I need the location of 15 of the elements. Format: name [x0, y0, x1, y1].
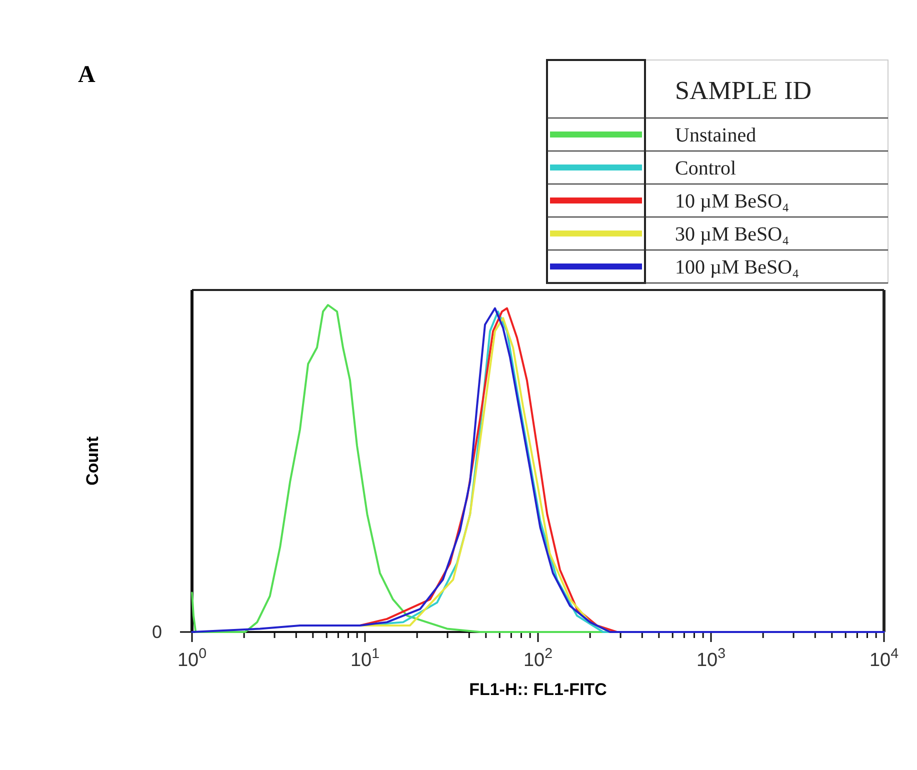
x-tick-label: 10$^{4}$: [869, 646, 899, 671]
x-axis-title: FL1-H:: FL1-FITC: [469, 680, 607, 699]
legend-label: Unstained: [675, 124, 756, 146]
x-tick-label: 10$^{0}$: [177, 646, 207, 671]
legend-label: 100 µM BeSO₄: [675, 256, 800, 278]
x-tick-label: 10$^{1}$: [350, 646, 380, 671]
y-axis-title: Count: [83, 436, 102, 486]
legend-title: SAMPLE ID: [675, 76, 812, 105]
legend-label: Control: [675, 158, 737, 180]
legend-label: 30 µM BeSO₄: [675, 224, 790, 246]
x-tick-label: 10$^{2}$: [523, 646, 553, 671]
legend-label: 10 µM BeSO₄: [675, 190, 790, 212]
annotation: 0: [152, 622, 162, 642]
chart-title: A: [78, 62, 96, 88]
x-tick-label: 10$^{3}$: [696, 646, 726, 671]
